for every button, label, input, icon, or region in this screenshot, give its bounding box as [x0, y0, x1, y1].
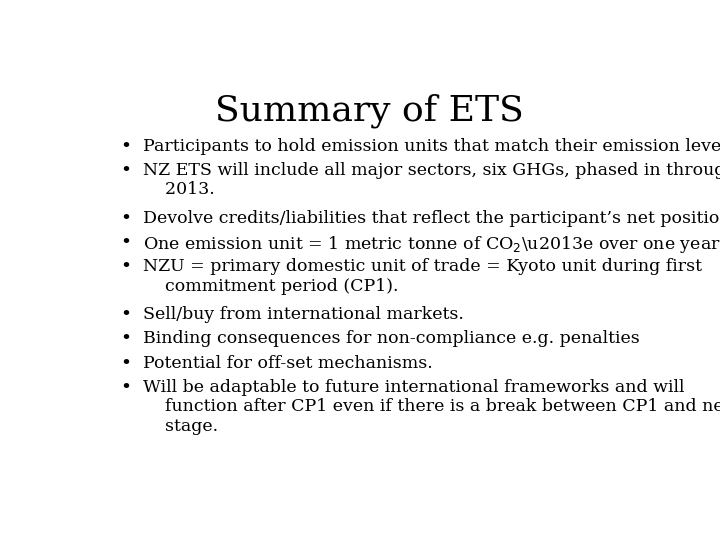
Text: •: •	[121, 161, 132, 180]
Text: Potential for off-set mechanisms.: Potential for off-set mechanisms.	[143, 355, 433, 372]
Text: Binding consequences for non-compliance e.g. penalties: Binding consequences for non-compliance …	[143, 330, 640, 348]
Text: •: •	[121, 306, 132, 325]
Text: •: •	[121, 138, 132, 156]
Text: One emission unit = 1 metric tonne of CO$_2$\u2013e over one year.: One emission unit = 1 metric tonne of CO…	[143, 234, 720, 255]
Text: Sell/buy from international markets.: Sell/buy from international markets.	[143, 306, 464, 323]
Text: •: •	[121, 258, 132, 276]
Text: •: •	[121, 330, 132, 348]
Text: Will be adaptable to future international frameworks and will
    function after: Will be adaptable to future internationa…	[143, 379, 720, 435]
Text: •: •	[121, 355, 132, 373]
Text: •: •	[121, 210, 132, 228]
Text: Summary of ETS: Summary of ETS	[215, 94, 523, 129]
Text: NZ ETS will include all major sectors, six GHGs, phased in through
    2013.: NZ ETS will include all major sectors, s…	[143, 161, 720, 198]
Text: •: •	[121, 234, 132, 252]
Text: Participants to hold emission units that match their emission levels.: Participants to hold emission units that…	[143, 138, 720, 154]
Text: •: •	[121, 379, 132, 397]
Text: NZU = primary domestic unit of trade = Kyoto unit during first
    commitment pe: NZU = primary domestic unit of trade = K…	[143, 258, 702, 295]
Text: Devolve credits/liabilities that reflect the participant’s net position.: Devolve credits/liabilities that reflect…	[143, 210, 720, 227]
